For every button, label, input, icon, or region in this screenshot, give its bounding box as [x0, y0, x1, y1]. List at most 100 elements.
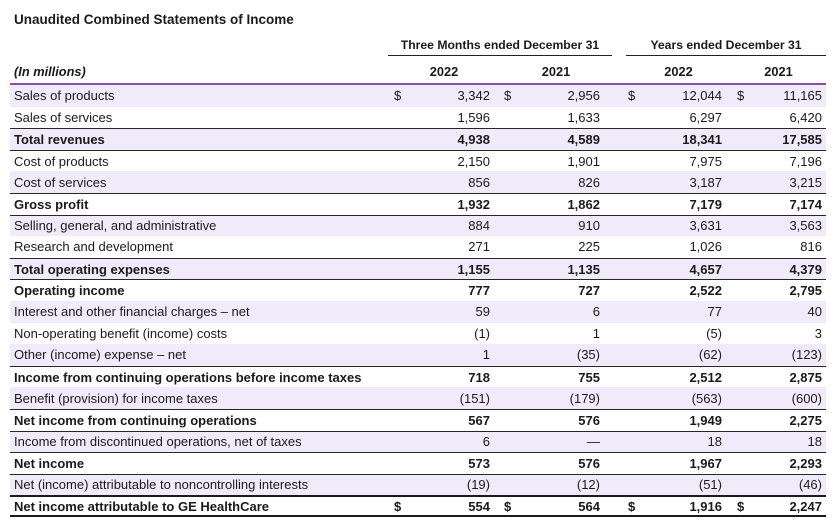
- value-text: 554: [468, 498, 490, 514]
- table-row: Income from continuing operations before…: [10, 365, 826, 388]
- row-label: Total revenues: [14, 131, 105, 147]
- row-value: 271: [388, 240, 500, 253]
- row-label: Total operating expenses: [14, 261, 170, 277]
- row-value: 77: [626, 305, 731, 318]
- row-value: 4,379: [731, 263, 826, 276]
- value-text: 4,379: [789, 261, 822, 277]
- value-text: 1,949: [689, 412, 722, 428]
- value-text: 59: [475, 304, 490, 320]
- value-text: 2,522: [689, 283, 722, 299]
- value-text: 1,155: [457, 261, 490, 277]
- row-value: 1,949: [626, 414, 731, 427]
- dollar-sign: $: [628, 498, 636, 514]
- table-row: Sales of products $3,342 $2,956 $12,044 $11,…: [10, 85, 826, 107]
- value-text: (62): [698, 347, 722, 363]
- row-value: $2,247: [731, 500, 826, 513]
- column-group-header-row: Three Months ended December 31 Years end…: [10, 38, 826, 56]
- row-label: Income from discontinued operations, net…: [14, 434, 302, 450]
- row-value: 1,932: [388, 198, 500, 211]
- value-text: 77: [707, 304, 722, 320]
- row-label: Operating income: [14, 283, 125, 299]
- row-value: $1,916: [626, 500, 731, 513]
- value-text: (12): [576, 477, 600, 493]
- table-row: Operating income 777 727 2,522 2,795: [10, 279, 826, 301]
- value-text: 1,135: [567, 261, 600, 277]
- value-text: 6,420: [789, 109, 822, 125]
- row-value: (5): [626, 327, 731, 340]
- value-text: 1,901: [567, 153, 600, 169]
- row-value: 17,585: [731, 133, 826, 146]
- row-value: 1: [388, 348, 500, 361]
- table-row: Cost of products 2,150 1,901 7,975 7,196: [10, 149, 826, 172]
- value-text: 225: [578, 239, 600, 255]
- value-text: 18: [707, 434, 722, 450]
- row-value: $564: [500, 500, 612, 513]
- year-header: 2022: [429, 64, 459, 79]
- row-label: Other (income) expense – net: [14, 347, 186, 363]
- dollar-sign: $: [394, 498, 402, 514]
- value-text: 576: [578, 412, 600, 428]
- row-value: (563): [626, 392, 731, 405]
- value-text: 564: [578, 498, 600, 514]
- row-value: 2,875: [731, 371, 826, 384]
- value-text: 3,631: [689, 218, 722, 234]
- row-value: (46): [731, 478, 826, 491]
- table-row: Net income attributable to GE HealthCare…: [10, 495, 826, 517]
- value-text: 1: [482, 347, 490, 363]
- row-value: $11,165: [731, 89, 826, 102]
- row-value: 7,196: [731, 155, 826, 168]
- row-value: 4,657: [626, 263, 731, 276]
- row-value: 816: [731, 240, 826, 253]
- table-row: Net income 573 576 1,967 2,293: [10, 452, 826, 474]
- row-value: 1,901: [500, 155, 612, 168]
- row-label: Income from continuing operations before…: [14, 369, 362, 385]
- table-row: Interest and other financial charges – n…: [10, 300, 826, 323]
- row-label: Net income from continuing operations: [14, 412, 257, 428]
- value-text: 2,956: [567, 88, 600, 104]
- value-text: 12,044: [682, 88, 722, 104]
- row-value: (51): [626, 478, 731, 491]
- value-text: 816: [800, 239, 822, 255]
- row-value: 3,215: [731, 176, 826, 189]
- row-value: 2,150: [388, 155, 500, 168]
- value-text: 1,967: [689, 455, 722, 471]
- value-text: (600): [791, 390, 822, 406]
- income-statement-table: Three Months ended December 31 Years end…: [10, 36, 826, 517]
- row-label: Net income: [14, 455, 85, 471]
- row-value: 856: [388, 176, 500, 189]
- row-value: 2,275: [731, 414, 826, 427]
- value-text: 3,563: [789, 218, 822, 234]
- value-text: 2,293: [789, 455, 822, 471]
- row-value: (123): [731, 348, 826, 361]
- value-text: (5): [706, 325, 722, 341]
- row-value: (19): [388, 478, 500, 491]
- row-label: Non-operating benefit (income) costs: [14, 325, 228, 341]
- row-value: (12): [500, 478, 612, 491]
- row-value: 40: [731, 305, 826, 318]
- value-text: 573: [468, 455, 490, 471]
- row-label: Benefit (provision) for income taxes: [14, 390, 218, 406]
- value-text: (19): [466, 477, 490, 493]
- row-value: 2,293: [731, 457, 826, 470]
- value-text: 1,916: [689, 498, 722, 514]
- row-value: —: [500, 435, 612, 448]
- row-value: 777: [388, 284, 500, 297]
- row-value: (151): [388, 392, 500, 405]
- row-value: (62): [626, 348, 731, 361]
- row-value: 18: [731, 435, 826, 448]
- row-value: 727: [500, 284, 612, 297]
- row-value: 884: [388, 219, 500, 232]
- row-value: 7,179: [626, 198, 731, 211]
- table-body: Sales of products $3,342 $2,956 $12,044 $11,…: [10, 85, 826, 517]
- value-text: 1,596: [457, 109, 490, 125]
- row-value: 59: [388, 305, 500, 318]
- value-text: 910: [578, 218, 600, 234]
- value-text: 7,174: [789, 196, 822, 212]
- value-text: 7,196: [789, 153, 822, 169]
- in-millions-label: (In millions): [14, 64, 86, 79]
- value-text: 6,297: [689, 109, 722, 125]
- row-label: Selling, general, and administrative: [14, 218, 217, 234]
- dollar-sign: $: [628, 88, 636, 104]
- row-value: 7,174: [731, 198, 826, 211]
